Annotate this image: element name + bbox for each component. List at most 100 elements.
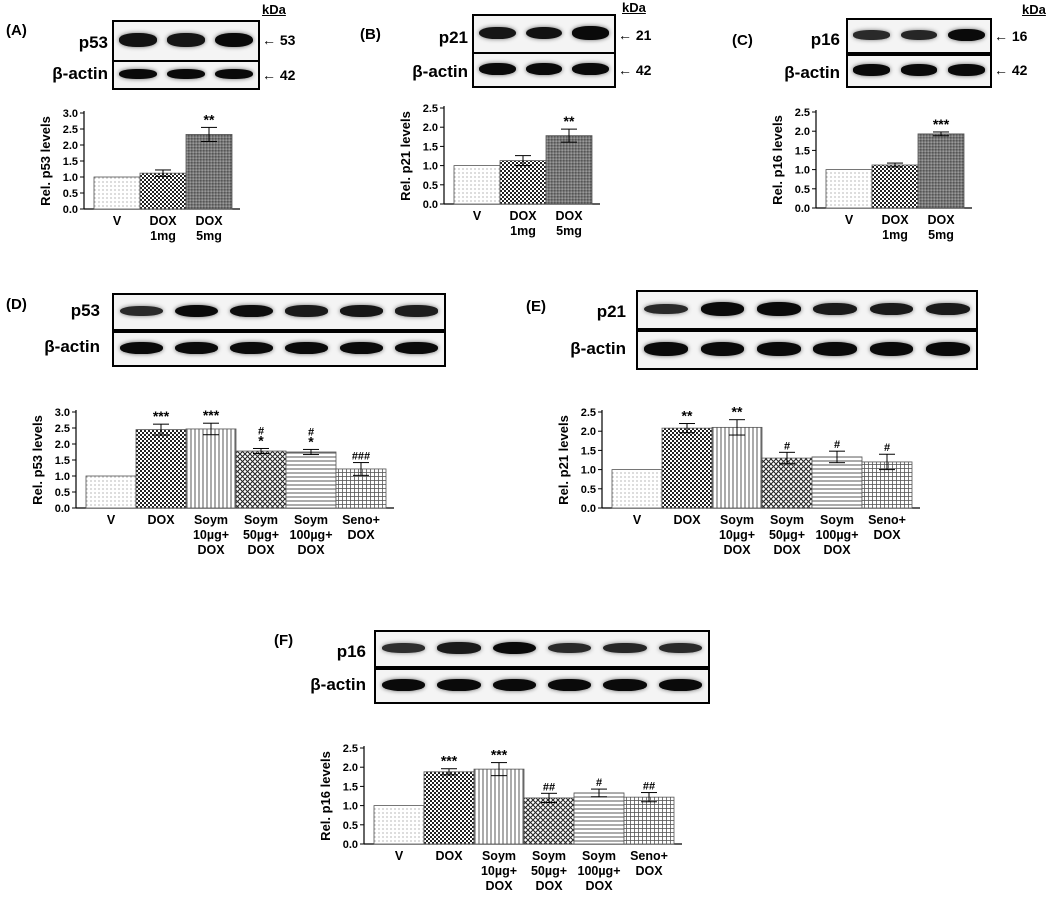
western-blot-c-target xyxy=(846,18,992,54)
y-tick-label: 1.5 xyxy=(581,445,596,457)
x-category-label: 100µg+ xyxy=(290,528,333,542)
blot-band xyxy=(437,678,481,692)
bar xyxy=(453,165,501,205)
x-category-label: DOX xyxy=(535,879,563,893)
blot-band xyxy=(572,26,609,40)
blot-band xyxy=(900,30,938,40)
blot-band xyxy=(813,302,858,316)
x-category-label: DOX xyxy=(197,543,225,557)
significance-label: ** xyxy=(564,113,575,129)
y-tick-label: 0.5 xyxy=(55,487,70,499)
y-axis-label: Rel. p53 levels xyxy=(30,415,45,505)
blot-band xyxy=(340,341,383,355)
x-category-label: Seno+ xyxy=(868,513,906,527)
blot-band xyxy=(548,678,592,692)
significance-label: *** xyxy=(441,753,458,769)
molecular-weight-b-actin: ← 42 xyxy=(618,62,652,78)
blot-band xyxy=(120,341,163,355)
x-category-label: Soym xyxy=(194,513,228,527)
x-category-label: V xyxy=(633,513,642,527)
blot-band xyxy=(492,641,536,655)
blot-band xyxy=(756,342,801,356)
arrow-left-icon: ← xyxy=(262,67,276,83)
bar xyxy=(135,429,187,509)
blot-label-a-target: p53 xyxy=(78,33,108,52)
blot-band xyxy=(603,642,647,654)
x-category-label: DOX xyxy=(927,213,955,227)
blot-label-b-actin: β-actin xyxy=(412,62,468,81)
panel-label-a: (A) xyxy=(6,22,27,39)
y-tick-label: 1.5 xyxy=(795,145,810,157)
y-tick-label: 0.5 xyxy=(63,188,78,200)
significance-label: ** xyxy=(732,404,743,420)
western-blot-e-target xyxy=(636,290,978,330)
significance-label: # xyxy=(258,425,264,437)
y-tick-label: 2.5 xyxy=(423,103,438,115)
molecular-weight-a-target: ← 53 xyxy=(262,32,296,48)
y-tick-label: 1.0 xyxy=(423,161,438,173)
molecular-weight-b-target: ← 21 xyxy=(618,27,652,43)
x-category-label: Seno+ xyxy=(630,849,668,863)
y-tick-label: 0.0 xyxy=(581,503,596,515)
bar-chart-e: Rel. p21 levels 0.0 0.5 1.0 1.5 2.0 2.5 V ** DOX *… xyxy=(556,404,920,557)
bar xyxy=(93,176,141,210)
x-category-label: 1mg xyxy=(150,229,176,243)
western-blot-c-actin xyxy=(846,54,992,88)
blot-label-e-actin: β-actin xyxy=(570,339,626,358)
x-category-label: DOX xyxy=(823,543,851,557)
x-category-label: 100µg+ xyxy=(816,528,859,542)
significance-label: ** xyxy=(204,111,215,127)
significance-label: ### xyxy=(352,451,370,463)
y-tick-label: 3.0 xyxy=(63,108,78,120)
y-tick-label: 1.5 xyxy=(63,156,78,168)
blot-band xyxy=(492,678,536,692)
x-category-label: 10µg+ xyxy=(481,864,517,878)
x-category-label: Seno+ xyxy=(342,513,380,527)
x-category-label: 50µg+ xyxy=(243,528,279,542)
blot-band xyxy=(230,341,273,355)
x-category-label: DOX xyxy=(723,543,751,557)
y-axis-label: Rel. p21 levels xyxy=(398,111,413,201)
y-tick-label: 0.0 xyxy=(55,503,70,515)
significance-label: *** xyxy=(491,747,508,763)
y-tick-label: 1.0 xyxy=(343,801,358,813)
x-category-label: 100µg+ xyxy=(578,864,621,878)
y-tick-label: 2.5 xyxy=(343,743,358,755)
y-tick-label: 0.5 xyxy=(581,484,596,496)
blot-band xyxy=(756,302,801,316)
y-tick-label: 3.0 xyxy=(55,407,70,419)
x-category-label: 50µg+ xyxy=(769,528,805,542)
blot-band xyxy=(119,33,157,47)
blot-band xyxy=(175,304,218,318)
blot-label-d-actin: β-actin xyxy=(44,337,100,356)
blot-band xyxy=(925,342,970,356)
western-blot-f-actin xyxy=(374,668,710,704)
y-tick-label: 0.0 xyxy=(795,203,810,215)
blot-band xyxy=(437,642,481,654)
y-tick-label: 2.0 xyxy=(795,126,810,138)
y-axis-label: Rel. p16 levels xyxy=(770,115,785,205)
x-category-label: Soym xyxy=(294,513,328,527)
x-category-label: V xyxy=(395,849,404,863)
x-category-label: DOX xyxy=(347,528,375,542)
blot-band xyxy=(525,62,563,76)
y-tick-label: 2.0 xyxy=(343,762,358,774)
x-category-label: DOX xyxy=(555,209,583,223)
molecular-weight-c-target: ← 16 xyxy=(994,28,1028,44)
blot-band xyxy=(285,305,328,317)
blot-band xyxy=(167,33,205,47)
significance-label: * xyxy=(258,432,264,448)
panel-label-d: (D) xyxy=(6,296,27,313)
blot-band xyxy=(382,678,426,692)
bar xyxy=(825,169,873,209)
bar-chart-d: Rel. p53 levels0.00.51.01.52.02.53.0V***… xyxy=(30,407,394,557)
blot-band xyxy=(230,304,273,318)
western-blot-d-target xyxy=(112,293,446,331)
x-category-label: 10µg+ xyxy=(193,528,229,542)
blot-band xyxy=(119,69,157,79)
bar xyxy=(235,450,287,509)
x-category-label: DOX xyxy=(881,213,909,227)
blot-band xyxy=(382,643,426,653)
y-tick-label: 2.0 xyxy=(63,140,78,152)
